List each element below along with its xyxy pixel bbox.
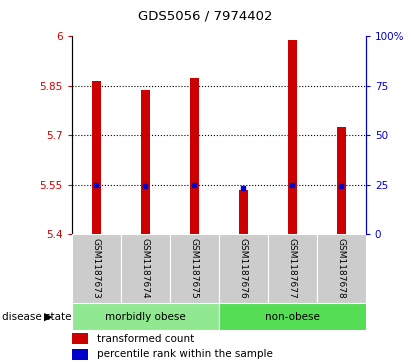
Text: GSM1187673: GSM1187673 (92, 238, 101, 299)
Text: transformed count: transformed count (97, 334, 194, 344)
Text: GSM1187674: GSM1187674 (141, 238, 150, 299)
Text: percentile rank within the sample: percentile rank within the sample (97, 349, 273, 359)
Bar (239, 189, 248, 234)
Bar (317, 234, 366, 303)
Bar (337, 127, 346, 234)
Text: ▶: ▶ (44, 312, 52, 322)
Bar (72, 303, 219, 330)
Bar (288, 40, 297, 234)
Bar (72, 234, 121, 303)
Bar (72, 349, 88, 360)
Bar (268, 234, 317, 303)
Bar (121, 234, 170, 303)
Text: GSM1187675: GSM1187675 (190, 238, 199, 299)
Text: GSM1187676: GSM1187676 (239, 238, 248, 299)
Text: non-obese: non-obese (265, 312, 320, 322)
Text: GSM1187677: GSM1187677 (288, 238, 297, 299)
Bar (92, 81, 101, 234)
Bar (219, 303, 366, 330)
Bar (72, 333, 88, 344)
Text: morbidly obese: morbidly obese (105, 312, 186, 322)
Text: GDS5056 / 7974402: GDS5056 / 7974402 (138, 9, 273, 22)
Bar (141, 90, 150, 234)
Text: GSM1187678: GSM1187678 (337, 238, 346, 299)
Text: disease state: disease state (2, 312, 72, 322)
Bar (190, 78, 199, 234)
Bar (170, 234, 219, 303)
Bar (219, 234, 268, 303)
